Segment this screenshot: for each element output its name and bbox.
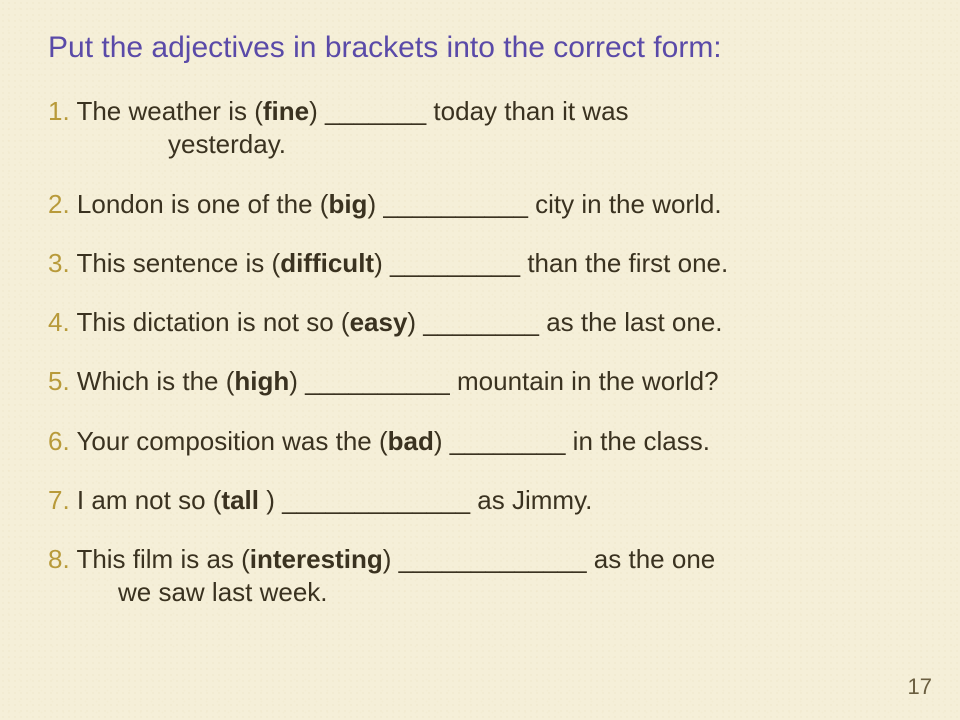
- item-number: 1.: [48, 96, 70, 126]
- item-number: 6.: [48, 426, 70, 456]
- item-text-post: ) __________ city in the world.: [367, 189, 721, 219]
- item-text-post: ) _____________ as the one: [383, 544, 716, 574]
- slide: Put the adjectives in brackets into the …: [0, 0, 960, 720]
- list-item: 7. I am not so (tall ) _____________ as …: [48, 484, 922, 517]
- item-text-pre: London is one of the (: [70, 189, 329, 219]
- list-item: 5. Which is the (high) __________ mounta…: [48, 365, 922, 398]
- item-text-pre: This film is as (: [70, 544, 250, 574]
- item-adjective: tall: [221, 485, 266, 515]
- list-item: 8. This film is as (interesting) _______…: [48, 543, 922, 610]
- item-number: 8.: [48, 544, 70, 574]
- item-text-pre: Your composition was the (: [70, 426, 388, 456]
- item-text-pre: This sentence is (: [70, 248, 281, 278]
- item-number: 5.: [48, 366, 70, 396]
- item-number: 4.: [48, 307, 70, 337]
- list-item: 2. London is one of the (big) __________…: [48, 188, 922, 221]
- item-text-post: ) __________ mountain in the world?: [289, 366, 718, 396]
- item-adjective: fine: [263, 96, 309, 126]
- item-text-pre: I am not so (: [70, 485, 222, 515]
- exercise-list: 1. The weather is (fine) _______ today t…: [48, 95, 922, 610]
- item-text-post: ) ________ as the last one.: [407, 307, 722, 337]
- item-adjective: interesting: [250, 544, 383, 574]
- list-item: 6. Your composition was the (bad) ______…: [48, 425, 922, 458]
- item-number: 2.: [48, 189, 70, 219]
- item-text-post: ) _________ than the first one.: [374, 248, 728, 278]
- page-number: 17: [908, 674, 932, 700]
- item-number: 3.: [48, 248, 70, 278]
- item-continuation: we saw last week.: [48, 576, 922, 609]
- item-continuation: yesterday.: [48, 128, 922, 161]
- item-adjective: easy: [350, 307, 408, 337]
- list-item: 1. The weather is (fine) _______ today t…: [48, 95, 922, 162]
- item-adjective: difficult: [280, 248, 374, 278]
- slide-title: Put the adjectives in brackets into the …: [48, 28, 922, 67]
- list-item: 4. This dictation is not so (easy) _____…: [48, 306, 922, 339]
- item-text-pre: This dictation is not so (: [70, 307, 350, 337]
- item-text-post: ) _____________ as Jimmy.: [266, 485, 592, 515]
- item-adjective: high: [234, 366, 289, 396]
- item-text-post: ) ________ in the class.: [434, 426, 710, 456]
- item-text-pre: The weather is (: [70, 96, 263, 126]
- item-adjective: big: [328, 189, 367, 219]
- item-text-post: ) _______ today than it was: [309, 96, 628, 126]
- item-adjective: bad: [388, 426, 434, 456]
- item-number: 7.: [48, 485, 70, 515]
- item-text-pre: Which is the (: [70, 366, 235, 396]
- list-item: 3. This sentence is (difficult) ________…: [48, 247, 922, 280]
